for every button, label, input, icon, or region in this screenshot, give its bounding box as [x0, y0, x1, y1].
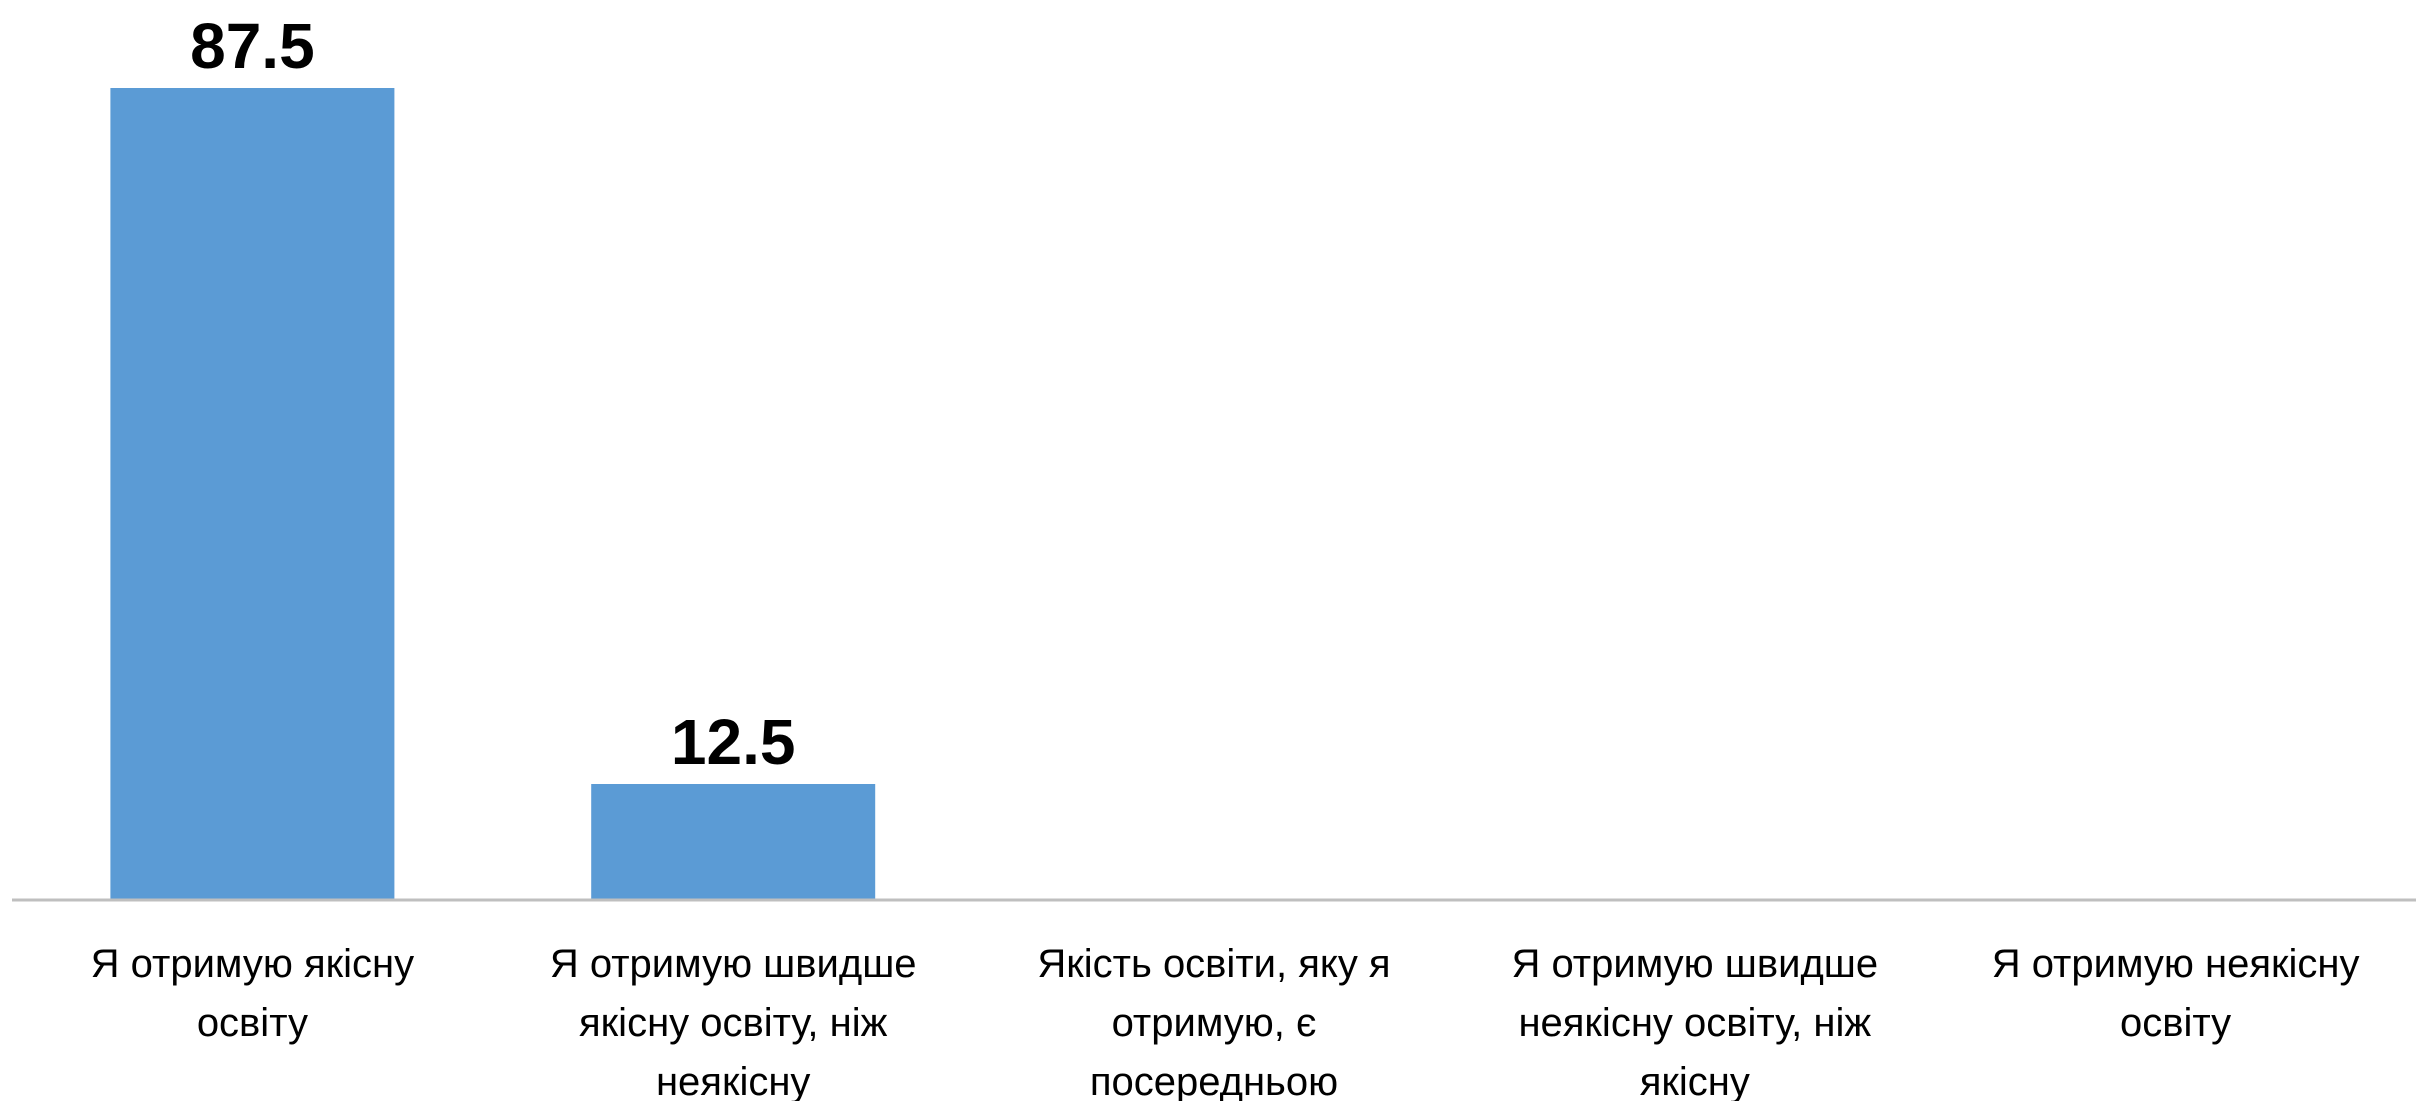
category-label-line: Я отримую якісну [91, 942, 414, 986]
category-label-line: освіту [197, 1001, 308, 1045]
category-label-line: якісну освіту, ніж [579, 1001, 888, 1045]
bar-value-label-1: 87.5 [190, 10, 315, 82]
category-label-line: отримую, є [1112, 1001, 1317, 1045]
category-label-line: неякісну освіту, ніж [1518, 1001, 1871, 1045]
category-label-2: Я отримую швидше якісну освіту, ніж неякіс… [550, 942, 917, 1101]
category-label-5: Я отримую неякісну освіту [1992, 942, 2360, 1045]
bar-2 [591, 784, 876, 900]
bars-group [110, 88, 876, 900]
category-labels-group: Я отримую якісну освіту Я отримую швидше як… [91, 942, 2360, 1101]
category-label-4: Я отримую швидше неякісну освіту, ніж якіс… [1511, 942, 1878, 1101]
category-label-line: Я отримую швидше [550, 942, 917, 986]
category-label-line: Якість освіти, яку я [1037, 942, 1390, 986]
bar-1 [110, 88, 395, 900]
category-label-line: Я отримую неякісну [1992, 942, 2360, 986]
category-label-3: Якість освіти, яку я отримую, є посередньо… [1037, 942, 1390, 1101]
category-label-line: неякісну [656, 1060, 810, 1101]
bar-value-label-2: 12.5 [671, 706, 796, 778]
category-label-1: Я отримую якісну освіту [91, 942, 414, 1045]
category-label-line: освіту [2120, 1001, 2231, 1045]
data-labels-group: 87.5 12.5 [190, 10, 795, 778]
category-label-line: якісну [1640, 1060, 1750, 1101]
category-label-line: посередньою [1090, 1060, 1338, 1101]
category-label-line: Я отримую швидше [1511, 942, 1878, 986]
